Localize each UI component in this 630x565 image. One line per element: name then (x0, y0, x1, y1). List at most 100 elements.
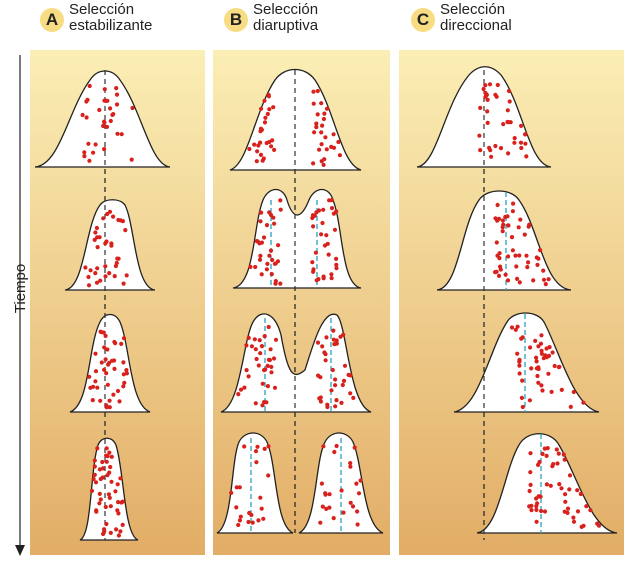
individual-dot (543, 282, 548, 287)
individual-dot (481, 86, 486, 92)
individual-dot (531, 278, 536, 283)
individual-dot (114, 86, 119, 91)
individual-dot (533, 338, 538, 343)
individual-dot (244, 368, 249, 373)
individual-dot (103, 357, 108, 362)
individual-dot (248, 264, 253, 269)
individual-dot (322, 157, 327, 162)
individual-dot (487, 82, 493, 87)
individual-dot (318, 395, 323, 400)
individual-dot (84, 115, 89, 120)
individual-dot (534, 359, 539, 364)
individual-dot (266, 444, 271, 449)
individual-dot (524, 154, 529, 159)
individual-dot (310, 260, 315, 265)
individual-dot (93, 230, 98, 235)
individual-dot (512, 136, 517, 141)
individual-dot (259, 240, 264, 245)
individual-dot (537, 494, 542, 499)
individual-dot (539, 383, 544, 388)
individual-dot (257, 338, 262, 343)
individual-dot (259, 344, 264, 349)
individual-dot (102, 345, 107, 350)
individual-dot (269, 364, 274, 369)
panel-a-title: Selección estabilizante (69, 2, 152, 34)
individual-dot (252, 337, 257, 342)
individual-dot (329, 206, 335, 211)
individual-dot (93, 480, 99, 485)
dots (80, 83, 135, 538)
individual-dot (571, 519, 577, 524)
individual-dot (114, 92, 120, 97)
individual-dot (506, 151, 511, 156)
individual-dot (278, 207, 283, 212)
individual-dot (489, 154, 494, 159)
individual-dot (546, 277, 551, 282)
individual-dot (327, 492, 332, 497)
individual-dot (267, 253, 272, 258)
individual-dot (503, 272, 508, 277)
individual-dot (542, 509, 548, 514)
individual-dot (511, 201, 516, 206)
individual-dot (506, 88, 512, 94)
individual-dot (485, 97, 490, 102)
individual-dot (90, 398, 95, 403)
individual-dot (102, 367, 107, 372)
individual-dot (348, 461, 353, 466)
individual-dot (528, 345, 533, 350)
individual-dot (325, 241, 330, 246)
individual-dot (536, 344, 541, 349)
individual-dot (535, 262, 540, 267)
individual-dot (550, 350, 555, 355)
individual-dot (100, 459, 105, 465)
panel-b-title-line2: diaruptiva (253, 17, 319, 34)
panel-c-header: C Selección direccional (411, 2, 512, 42)
individual-dot (107, 271, 112, 276)
individual-dot (103, 98, 108, 103)
individual-dot (326, 252, 331, 257)
individual-dot (517, 363, 522, 368)
individual-dot (121, 281, 126, 286)
individual-dot (262, 120, 268, 125)
individual-dot (129, 157, 134, 162)
individual-dot (278, 198, 283, 203)
individual-dot (118, 476, 123, 481)
individual-dot (336, 139, 341, 145)
individual-dot (82, 154, 87, 159)
individual-dot (92, 464, 97, 469)
individual-dot (101, 531, 106, 537)
individual-dot (506, 120, 512, 125)
panel-a-stabilizing (30, 50, 205, 555)
individual-dot (265, 384, 270, 389)
dots (477, 82, 602, 529)
individual-dot (498, 264, 503, 269)
individual-dot (111, 392, 116, 397)
individual-dot (555, 461, 560, 466)
individual-dot (97, 107, 102, 113)
individual-dot (595, 521, 600, 526)
individual-dot (272, 221, 277, 226)
individual-dot (548, 483, 553, 488)
individual-dot (266, 94, 271, 99)
individual-dot (103, 274, 108, 279)
individual-dot (115, 482, 120, 487)
individual-dot (265, 261, 270, 266)
individual-dot (356, 491, 362, 496)
panel-c-badge: C (411, 8, 435, 32)
individual-dot (86, 141, 91, 146)
individual-dot (114, 260, 119, 266)
individual-dot (575, 509, 581, 514)
individual-dot (108, 530, 113, 535)
individual-dot (275, 259, 281, 264)
individual-dot (332, 342, 337, 347)
individual-dot (515, 276, 520, 281)
individual-dot (510, 209, 515, 214)
individual-dot (339, 488, 344, 493)
individual-dot (249, 512, 254, 518)
individual-dot (538, 341, 544, 346)
individual-dot (561, 452, 566, 457)
individual-dot (540, 388, 545, 393)
individual-dot (534, 519, 539, 524)
individual-dot (319, 232, 324, 237)
individual-dot (106, 492, 111, 497)
